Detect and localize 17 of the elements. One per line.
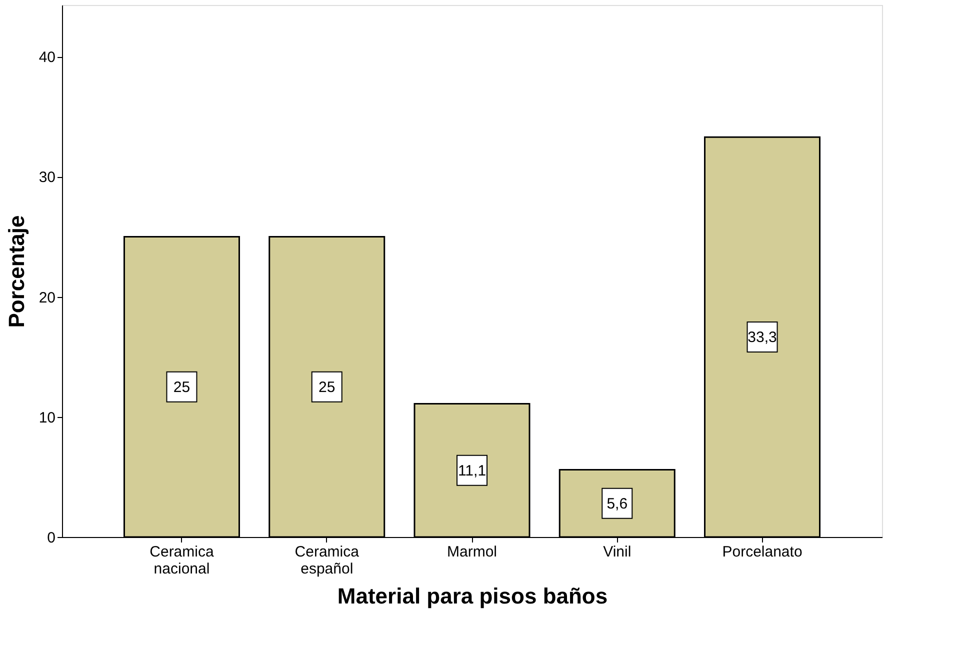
- data-label: 11,1: [458, 462, 486, 480]
- x-tick-label: Ceramica nacional: [150, 544, 214, 578]
- data-label: 25: [173, 378, 190, 396]
- data-label: 33,3: [748, 329, 777, 346]
- y-axis-title: Porcentaje: [4, 215, 29, 328]
- data-label: 25: [318, 378, 336, 396]
- y-tick-label: 40: [38, 49, 56, 66]
- x-tick-label: Ceramica español: [294, 544, 360, 578]
- x-tick-label: Porcelanato: [722, 544, 802, 560]
- x-tick-label: Vinil: [603, 544, 632, 560]
- y-tick-label: 10: [38, 409, 56, 426]
- data-label: 5,6: [606, 495, 628, 512]
- y-tick-label: 0: [47, 530, 56, 546]
- x-tick-label: Marmol: [446, 544, 498, 560]
- x-axis-title: Material para pisos baños: [337, 584, 608, 608]
- y-tick-label: 30: [38, 169, 56, 186]
- y-tick-label: 20: [38, 289, 56, 306]
